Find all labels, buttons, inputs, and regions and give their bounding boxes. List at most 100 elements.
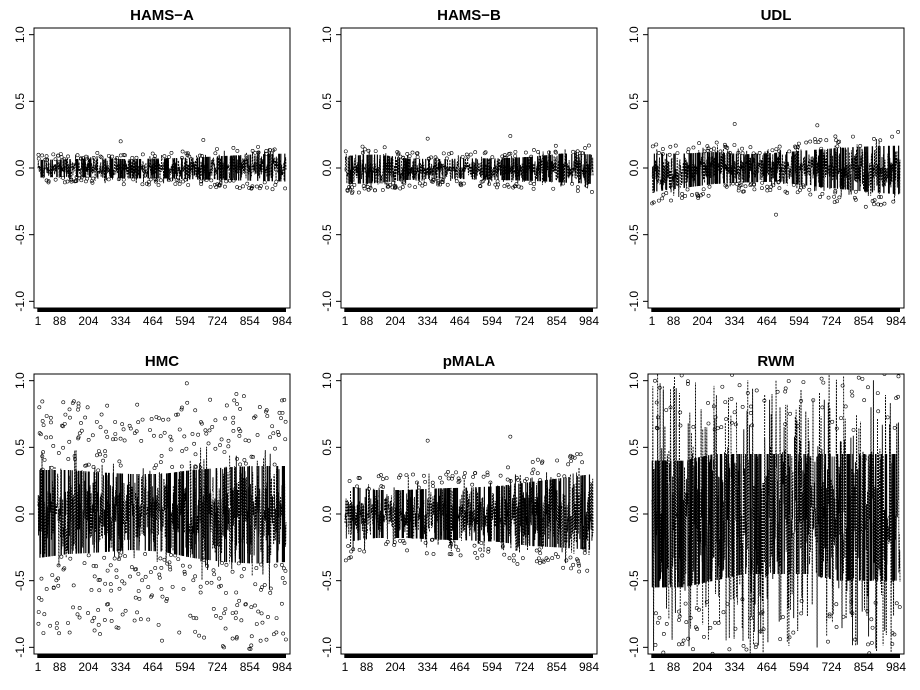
trace-point [863, 204, 868, 209]
trace-point [894, 396, 899, 401]
trace-point [417, 181, 422, 186]
trace-point [562, 474, 567, 479]
trace-point [113, 432, 118, 436]
trace-point [459, 183, 464, 188]
trace-point [818, 137, 823, 142]
outlier-point [201, 138, 206, 142]
trace-point [655, 426, 660, 431]
trace-point [402, 541, 407, 546]
trace-point [274, 616, 279, 620]
trace-layer [36, 381, 288, 651]
trace-point [280, 398, 284, 403]
trace-point [152, 433, 156, 438]
trace-point [657, 385, 662, 390]
trace-point [156, 183, 161, 187]
trace-point [486, 549, 491, 554]
trace-point [280, 410, 285, 415]
trace-point [176, 178, 181, 183]
trace-point [148, 177, 153, 182]
trace-point [775, 389, 780, 394]
trace-point [386, 184, 391, 189]
trace-point [441, 151, 446, 156]
trace-point [177, 427, 182, 432]
trace-segment [468, 161, 476, 180]
trace-point [480, 179, 485, 184]
trace-point [575, 557, 579, 562]
x-tick-label: 204 [385, 314, 405, 328]
trace-point [709, 148, 714, 152]
trace-point [121, 427, 126, 432]
trace-point [237, 434, 242, 438]
trace-segment [195, 154, 202, 180]
trace-point [237, 598, 242, 603]
y-tick-label: 1.0 [627, 372, 641, 389]
trace-point [826, 195, 831, 200]
trace-point [745, 391, 750, 395]
trace-point [696, 196, 701, 200]
x-tick-label: 88 [360, 660, 374, 674]
trace-segment [882, 394, 890, 636]
trace-point [532, 148, 536, 152]
trace-point [180, 405, 184, 410]
trace-point [257, 405, 262, 409]
trace-point [146, 180, 151, 184]
trace-point [176, 557, 181, 561]
trace-segment [519, 474, 526, 546]
trace-point [230, 636, 235, 641]
trace-point [827, 614, 832, 619]
outlier-point [85, 405, 90, 410]
trace-point [106, 177, 111, 182]
trace-segment [668, 386, 675, 640]
trace-point [450, 473, 455, 478]
trace-point [362, 549, 367, 554]
trace-point [113, 437, 118, 442]
trace-point [397, 475, 401, 480]
trace-point [44, 178, 49, 183]
x-tick-label: 88 [667, 314, 681, 328]
trace-point [381, 485, 386, 489]
x-tick-label: 724 [207, 660, 227, 674]
trace-point [75, 612, 80, 617]
trace-point [62, 180, 67, 185]
trace-point [400, 185, 405, 190]
trace-point [677, 642, 681, 647]
trace-point [162, 430, 167, 435]
trace-point [79, 175, 84, 180]
trace-point [103, 454, 108, 458]
trace-segment [246, 152, 253, 179]
trace-point [185, 400, 190, 405]
trace-point [513, 154, 518, 158]
y-tick-label: 0.0 [13, 159, 27, 176]
trace-point [254, 184, 259, 189]
x-tick-band [651, 308, 900, 312]
trace-point [506, 184, 511, 189]
trace-point [381, 477, 385, 481]
trace-point [502, 184, 507, 189]
trace-point [505, 477, 510, 482]
trace-point [220, 644, 225, 649]
trace-point [212, 572, 217, 577]
trace-point [59, 155, 64, 159]
trace-point [740, 146, 744, 151]
trace-point [706, 421, 711, 426]
trace-point [754, 388, 759, 393]
trace-point [101, 458, 106, 463]
trace-point [578, 151, 583, 156]
trace-point [205, 580, 209, 585]
trace-point [750, 598, 755, 602]
trace-point [470, 482, 475, 487]
trace-point [140, 578, 145, 583]
trace-point [867, 651, 872, 654]
trace-point [656, 198, 661, 203]
trace-point [136, 589, 141, 593]
trace-point [783, 389, 788, 394]
trace-point [274, 179, 279, 184]
trace-point [478, 547, 483, 552]
trace-point [656, 415, 660, 420]
trace-point [714, 140, 719, 145]
panel-6: RWM -1.0 -0.5 0.0 0.5 1.0 1 88 204 334 464 594 724 85… [627, 353, 906, 674]
trace-point [242, 458, 247, 462]
trace-point [894, 601, 899, 606]
x-tick-label: 464 [143, 314, 163, 328]
trace-point [169, 151, 174, 155]
